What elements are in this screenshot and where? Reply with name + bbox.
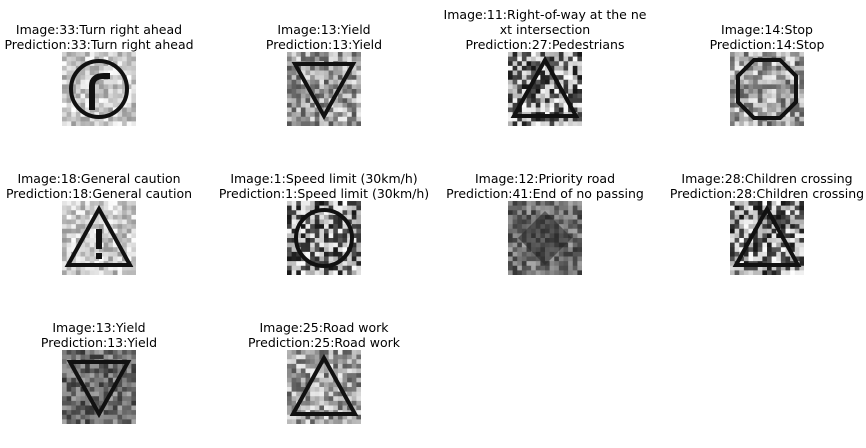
sign-thumbnail <box>62 350 136 424</box>
priority-road-sign-icon <box>508 201 582 275</box>
panel-title: Image:18:General caution Prediction:18:G… <box>5 171 193 201</box>
panel-title: Image:13:Yield Prediction:13:Yield <box>265 22 383 52</box>
yield-sign-icon <box>62 350 136 424</box>
result-panel: Image:18:General caution Prediction:18:G… <box>0 139 208 279</box>
sign-thumbnail <box>62 201 136 275</box>
road-work-sign-icon <box>287 350 361 424</box>
result-panel: Image:33:Turn right ahead Prediction:33:… <box>0 0 208 130</box>
result-panel: Image:28:Children crossing Prediction:28… <box>658 139 866 279</box>
result-panel: Image:11:Right-of-way at the ne xt inter… <box>436 0 654 130</box>
speed-limit-sign-icon <box>287 201 361 275</box>
result-panel: Image:12:Priority road Prediction:41:End… <box>436 139 654 279</box>
children-crossing-sign-icon <box>730 201 804 275</box>
sign-thumbnail <box>730 52 804 126</box>
sign-thumbnail <box>62 52 136 126</box>
general-caution-sign-icon <box>62 201 136 275</box>
sign-thumbnail <box>287 350 361 424</box>
result-panel: Image:13:Yield Prediction:13:Yield <box>0 288 208 428</box>
result-panel: Image:14:Stop Prediction:14:Stop <box>658 0 866 130</box>
panel-title: Image:1:Speed limit (30km/h) Prediction:… <box>218 171 430 201</box>
result-panel: Image:25:Road work Prediction:25:Road wo… <box>215 288 433 428</box>
sign-thumbnail <box>508 52 582 126</box>
sign-thumbnail <box>287 201 361 275</box>
panel-title: Image:11:Right-of-way at the ne xt inter… <box>443 7 647 52</box>
yield-sign-icon <box>287 52 361 126</box>
result-panel: Image:13:Yield Prediction:13:Yield <box>215 0 433 130</box>
sign-thumbnail <box>508 201 582 275</box>
panel-title: Image:25:Road work Prediction:25:Road wo… <box>247 320 400 350</box>
result-panel: Image:1:Speed limit (30km/h) Prediction:… <box>215 139 433 279</box>
sign-thumbnail <box>730 201 804 275</box>
turn-right-ahead-sign-icon <box>62 52 136 126</box>
sign-thumbnail <box>287 52 361 126</box>
panel-title: Image:14:Stop Prediction:14:Stop <box>709 22 825 52</box>
stop-sign-icon <box>730 52 804 126</box>
panel-title: Image:13:Yield Prediction:13:Yield <box>40 320 158 350</box>
panel-title: Image:33:Turn right ahead Prediction:33:… <box>4 22 194 52</box>
right-of-way-sign-icon <box>508 52 582 126</box>
panel-title: Image:12:Priority road Prediction:41:End… <box>446 171 644 201</box>
panel-title: Image:28:Children crossing Prediction:28… <box>669 171 865 201</box>
